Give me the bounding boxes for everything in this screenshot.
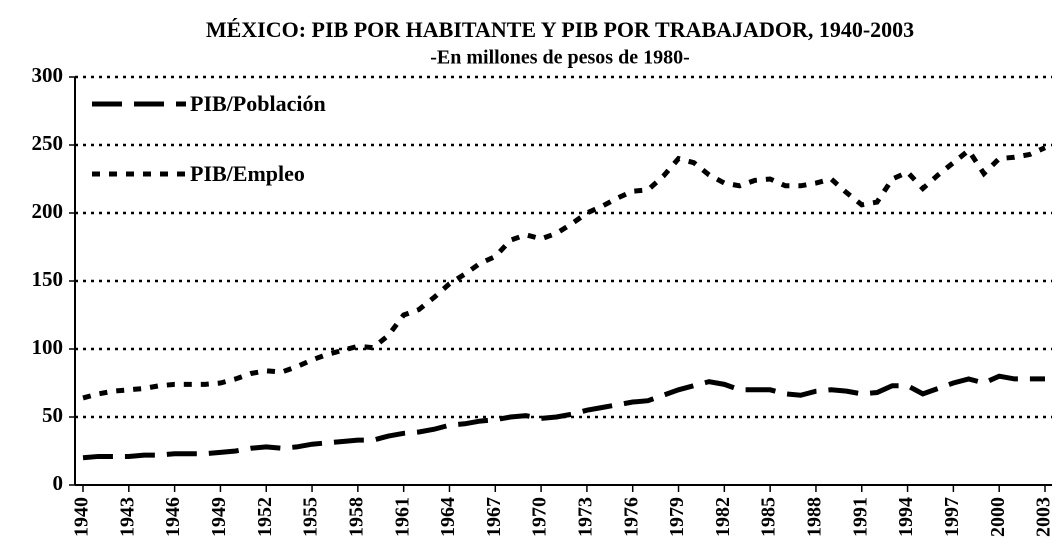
series-line (82, 145, 1047, 401)
x-tick-label: 1991 (849, 497, 871, 537)
y-tick-label: 300 (32, 63, 64, 87)
x-tick-label: 1967 (483, 497, 505, 537)
x-tick-label: 1961 (391, 497, 413, 537)
legend-label: PIB/Población (190, 91, 326, 116)
x-tick-label: 1964 (437, 497, 459, 537)
y-tick-label: 250 (32, 131, 64, 155)
x-tick-label: 1958 (345, 497, 367, 537)
x-tick-label: 1976 (620, 497, 642, 537)
chart-title: MÉXICO: PIB POR HABITANTE Y PIB POR TRAB… (206, 17, 914, 42)
y-tick-label: 50 (42, 403, 63, 427)
x-tick-label: 1940 (71, 497, 93, 537)
x-tick-label: 1988 (804, 497, 826, 537)
x-tick-label: 1949 (208, 497, 230, 537)
x-tick-label: 2003 (1033, 497, 1055, 537)
y-tick-label: 100 (32, 335, 64, 359)
x-tick-label: 1943 (116, 497, 138, 537)
chart-subtitle: -En millones de pesos de 1980- (430, 47, 689, 69)
x-tick-label: 1979 (666, 497, 688, 537)
x-tick-label: 1982 (712, 497, 734, 537)
x-tick-label: 1955 (300, 497, 322, 537)
x-tick-label: 1952 (254, 497, 276, 537)
x-tick-label: 1946 (162, 497, 184, 537)
y-tick-label: 150 (32, 267, 64, 291)
x-tick-label: 2000 (987, 497, 1009, 537)
y-tick-label: 0 (53, 471, 64, 495)
x-tick-label: 1970 (529, 497, 551, 537)
x-tick-label: 1994 (895, 497, 917, 537)
series-line (82, 373, 1045, 461)
legend-label: PIB/Empleo (190, 161, 305, 186)
x-tick-label: 1985 (758, 497, 780, 537)
x-tick-label: 1973 (574, 497, 596, 537)
y-tick-label: 200 (32, 199, 64, 223)
x-tick-label: 1997 (941, 497, 963, 537)
